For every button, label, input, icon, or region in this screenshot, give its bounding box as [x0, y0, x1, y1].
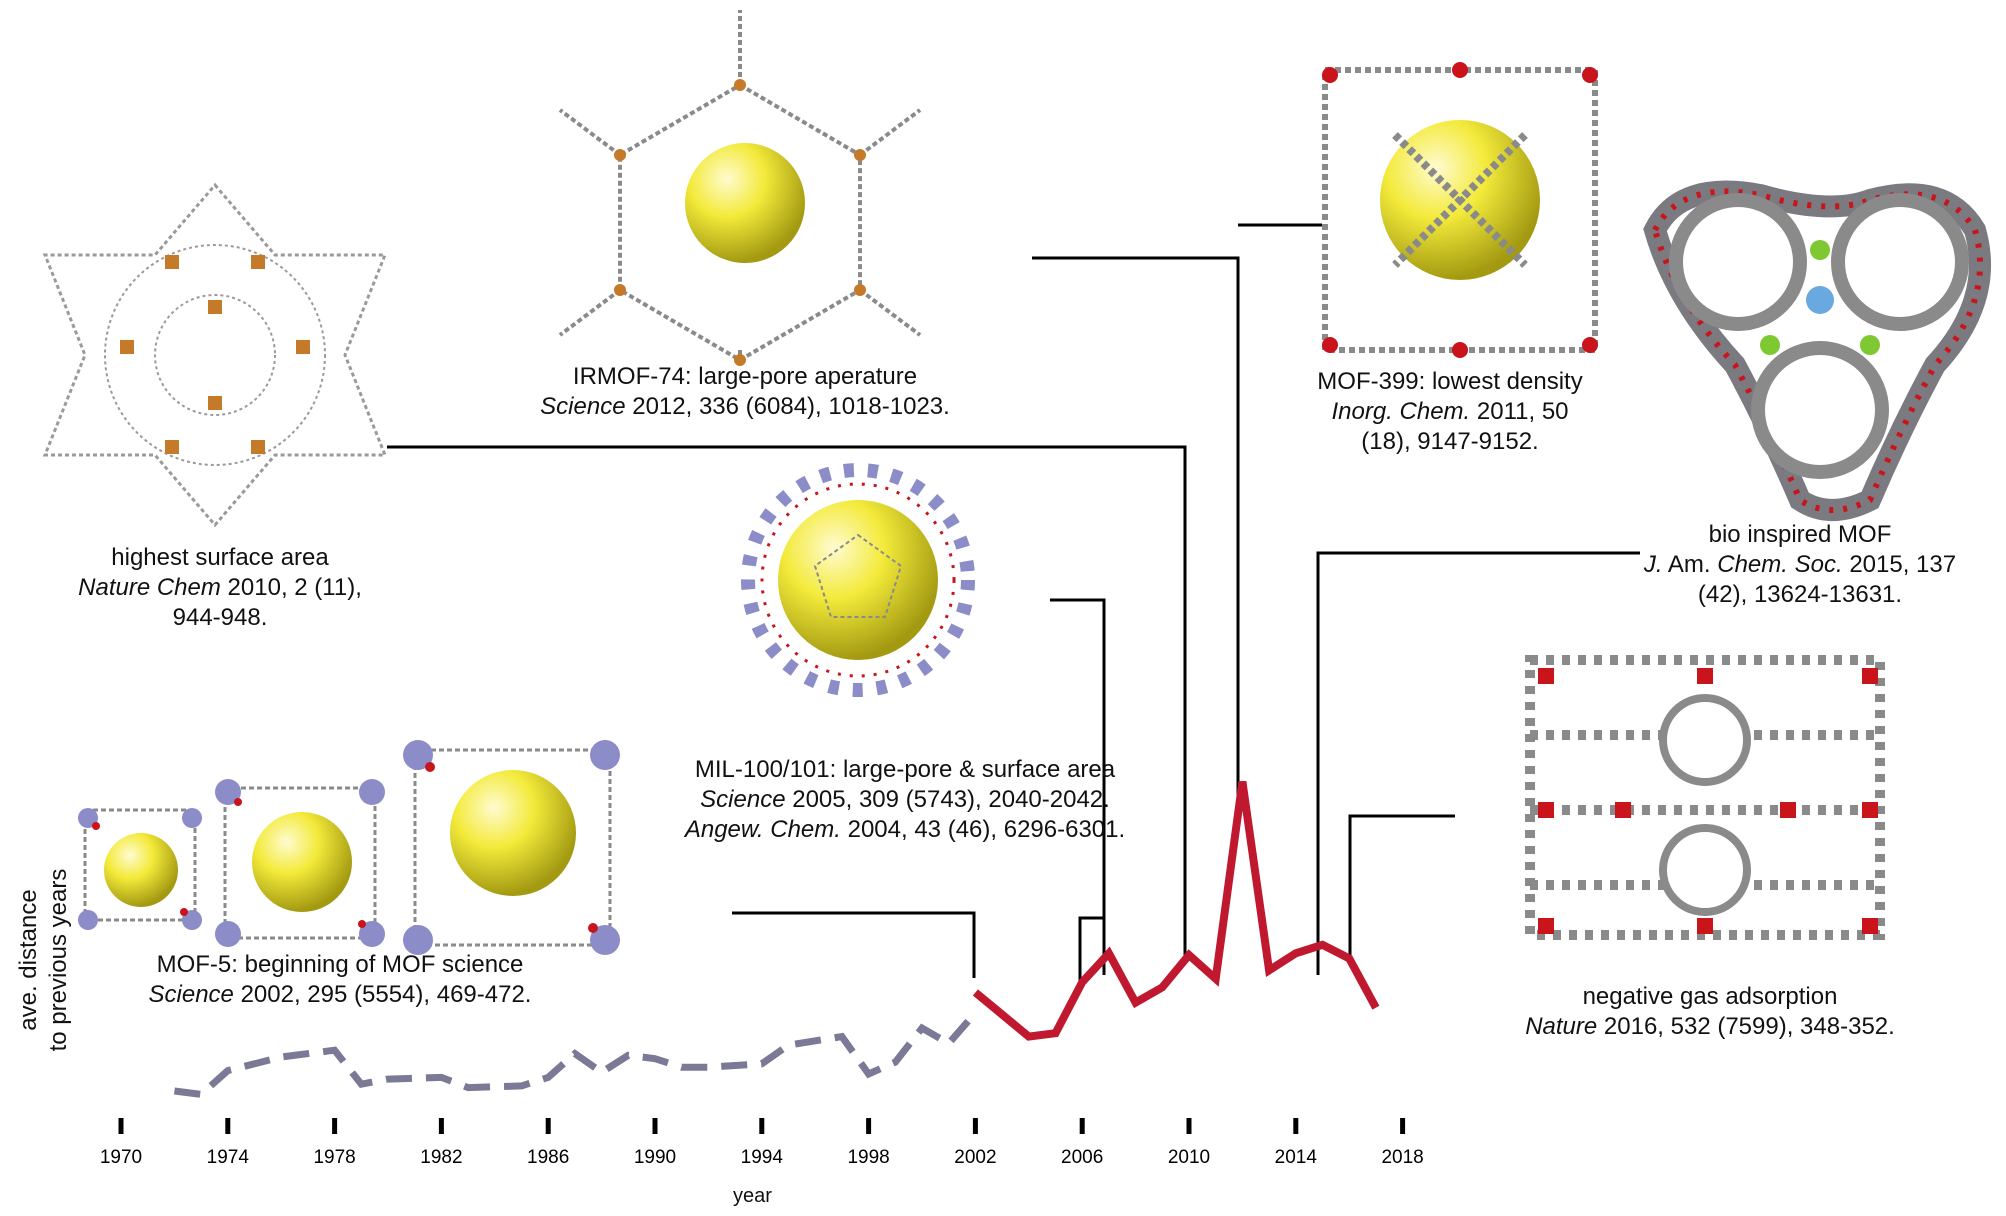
series-line-solid [972, 781, 1380, 1041]
mof399-ref-2: (18), 9147-9152. [1361, 428, 1539, 455]
mil-ref-1: 2005, 309 (5743), 2040-2042. [792, 786, 1110, 813]
bio-title: bio inspired MOF [1708, 521, 1892, 548]
irmof-journal: Science [540, 393, 626, 420]
highest-ref-2: 944-948. [172, 604, 268, 631]
mil-journal-2: Angew. Chem. [684, 816, 841, 843]
mof5-journal: Science [148, 981, 234, 1008]
mof399-structure [1322, 62, 1598, 358]
annotation-mof5: MOF-5: beginning of MOF science Science … [60, 950, 620, 1010]
mof399-title: MOF-399: lowest density [1317, 368, 1583, 395]
bio-ref: 2015, 137 [1849, 551, 1957, 578]
mof5-structure-small [78, 808, 202, 930]
mil-journal-1: Science [700, 786, 786, 813]
annotation-mil: MIL-100/101: large-pore & surface area S… [625, 755, 1185, 845]
mof5-citation: Science 2002, 295 (5554), 469-472. [60, 980, 620, 1010]
connector-irmof-mof399 [1032, 256, 1240, 830]
y-axis-label-line-1: ave. distance [15, 889, 42, 1031]
bio-journal-chem: Chem. Soc. [1717, 551, 1843, 578]
mil-title: MIL-100/101: large-pore & surface area [694, 756, 1116, 783]
highest-citation: Nature Chem 2010, 2 (11), [40, 573, 400, 603]
annotation-neg: negative gas adsorption Nature 2016, 532… [1490, 982, 1930, 1042]
bio-ref-2: (42), 13624-13631. [1697, 581, 1903, 608]
mof5-structure-large [403, 740, 620, 955]
connector-mil [1050, 598, 1106, 975]
x-tick-label-2018: 2018 [1381, 1147, 1423, 1168]
annotation-bio: bio inspired MOF J. Am. Chem. Soc. 2015,… [1600, 520, 2000, 610]
irmof-citation: Science 2012, 336 (6084), 1018-1023. [505, 392, 985, 422]
x-tick-label-1982: 1982 [420, 1147, 462, 1168]
annotation-connectors [387, 223, 1640, 990]
mof399-journal: Inorg. Chem. [1331, 398, 1471, 425]
series-group [173, 781, 1380, 1099]
x-axis-label: year [733, 1185, 772, 1207]
highest-title: highest surface area [111, 544, 329, 571]
connector-highest [387, 445, 1187, 960]
irmof74-structure [558, 10, 922, 366]
mil-citation-2: Angew. Chem. 2004, 43 (46), 6296-6301. [625, 815, 1185, 845]
x-tick-label-2010: 2010 [1168, 1147, 1210, 1168]
connector-neg [1348, 814, 1455, 965]
highest-ref: 2010, 2 (11), [227, 574, 362, 601]
highest-journal: Nature Chem [78, 574, 221, 601]
mof5-ref: 2002, 295 (5554), 469-472. [240, 981, 532, 1008]
mof399-citation: Inorg. Chem. 2011, 50 [1280, 397, 1620, 427]
neg-ref: 2016, 532 (7599), 348-352. [1603, 1013, 1895, 1040]
x-tick-label-2002: 2002 [954, 1147, 996, 1168]
mil100-structure [741, 463, 975, 697]
x-tick-label-2006: 2006 [1061, 1147, 1103, 1168]
x-tick-label-1994: 1994 [741, 1147, 784, 1168]
annotation-highest: highest surface area Nature Chem 2010, 2… [40, 543, 400, 633]
connector-mof5 [732, 911, 976, 978]
irmof-title: IRMOF-74: large-pore aperature [572, 363, 918, 390]
x-tick-label-1986: 1986 [527, 1147, 569, 1168]
bio-journal-j: J. [1643, 551, 1663, 578]
x-tick-label-1978: 1978 [313, 1147, 355, 1168]
negative-gas-adsorption-structure [1525, 655, 1885, 940]
x-tick-label-1990: 1990 [634, 1147, 676, 1168]
mil-ref-2: 2004, 43 (46), 6296-6301. [847, 816, 1126, 843]
bio-inspired-mof-structure [1643, 180, 1991, 521]
highest-surface-area-structure [42, 182, 388, 528]
neg-citation: Nature 2016, 532 (7599), 348-352. [1490, 1012, 1930, 1042]
neg-title: negative gas adsorption [1582, 983, 1838, 1010]
x-tick-label-2014: 2014 [1275, 1147, 1318, 1168]
connector-mil-2004 [1078, 916, 1104, 990]
x-tick-label-1970: 1970 [100, 1147, 142, 1168]
mof5-title: MOF-5: beginning of MOF science [156, 951, 524, 978]
bio-citation: J. Am. Chem. Soc. 2015, 137 [1600, 550, 2000, 580]
neg-journal: Nature [1525, 1013, 1598, 1040]
series-line-dashed [173, 1010, 979, 1099]
annotation-mof399: MOF-399: lowest density Inorg. Chem. 201… [1280, 367, 1620, 457]
x-tick-label-1974: 1974 [207, 1147, 250, 1168]
bio-journal-am: Am. [1667, 551, 1711, 578]
irmof-ref: 2012, 336 (6084), 1018-1023. [632, 393, 950, 420]
x-tick-label-1998: 1998 [847, 1147, 889, 1168]
x-axis: 1970 1974 1978 1982 1986 1990 1994 1998 2002 2006… [100, 1118, 1424, 1168]
mof399-ref: 2011, 50 [1476, 398, 1569, 425]
connector-bio [1316, 551, 1640, 975]
mof5-structures [78, 740, 620, 955]
annotation-irmof: IRMOF-74: large-pore aperature Science 2… [505, 362, 985, 422]
mof5-structure-medium [215, 779, 385, 947]
mil-citation-1: Science 2005, 309 (5743), 2040-2042. [625, 785, 1185, 815]
